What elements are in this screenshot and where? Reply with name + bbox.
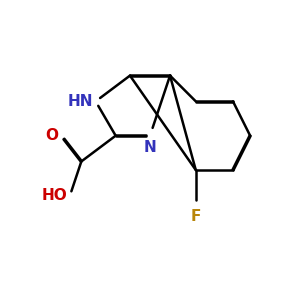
Text: F: F: [190, 209, 201, 224]
Text: F: F: [190, 209, 201, 224]
Text: HO: HO: [41, 188, 67, 203]
Text: HO: HO: [41, 188, 67, 203]
Text: O: O: [45, 128, 58, 143]
Text: N: N: [144, 140, 156, 155]
Text: O: O: [45, 128, 58, 143]
Text: HN: HN: [67, 94, 93, 109]
Text: HN: HN: [67, 94, 93, 109]
Text: N: N: [144, 140, 156, 155]
